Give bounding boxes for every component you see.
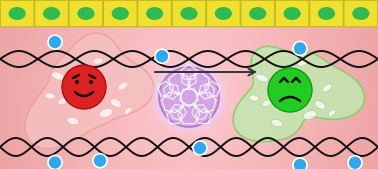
- Circle shape: [48, 35, 62, 49]
- Circle shape: [159, 67, 219, 127]
- FancyBboxPatch shape: [275, 0, 309, 27]
- Ellipse shape: [328, 110, 336, 116]
- Circle shape: [62, 65, 106, 109]
- Ellipse shape: [58, 97, 68, 105]
- Circle shape: [152, 60, 226, 134]
- Circle shape: [93, 154, 107, 168]
- FancyBboxPatch shape: [69, 0, 103, 27]
- Ellipse shape: [52, 72, 64, 80]
- Ellipse shape: [318, 7, 335, 20]
- Ellipse shape: [146, 7, 163, 20]
- Ellipse shape: [314, 101, 325, 109]
- Ellipse shape: [215, 7, 232, 20]
- Ellipse shape: [256, 74, 268, 82]
- Ellipse shape: [77, 7, 94, 20]
- Ellipse shape: [249, 7, 266, 20]
- Circle shape: [48, 155, 62, 169]
- Ellipse shape: [73, 66, 83, 72]
- Ellipse shape: [277, 68, 287, 74]
- Circle shape: [155, 49, 169, 63]
- Ellipse shape: [322, 84, 332, 92]
- Ellipse shape: [303, 111, 317, 119]
- FancyBboxPatch shape: [344, 0, 378, 27]
- Ellipse shape: [112, 7, 129, 20]
- Circle shape: [293, 158, 307, 169]
- Ellipse shape: [297, 60, 307, 66]
- Circle shape: [89, 80, 93, 84]
- Ellipse shape: [9, 7, 26, 20]
- Circle shape: [348, 156, 362, 169]
- Ellipse shape: [99, 108, 113, 117]
- FancyBboxPatch shape: [172, 0, 206, 27]
- Ellipse shape: [67, 117, 79, 125]
- Ellipse shape: [284, 7, 301, 20]
- FancyBboxPatch shape: [35, 0, 68, 27]
- Polygon shape: [233, 46, 364, 141]
- Ellipse shape: [118, 82, 128, 90]
- FancyBboxPatch shape: [138, 0, 172, 27]
- FancyBboxPatch shape: [104, 0, 137, 27]
- FancyBboxPatch shape: [206, 0, 240, 27]
- Ellipse shape: [110, 99, 121, 107]
- Circle shape: [75, 80, 79, 84]
- Ellipse shape: [43, 7, 60, 20]
- Circle shape: [193, 141, 207, 155]
- Circle shape: [268, 68, 312, 112]
- Ellipse shape: [93, 58, 103, 64]
- FancyBboxPatch shape: [241, 0, 274, 27]
- Ellipse shape: [249, 95, 259, 101]
- Ellipse shape: [124, 107, 132, 114]
- Ellipse shape: [45, 93, 55, 99]
- FancyBboxPatch shape: [310, 0, 343, 27]
- Ellipse shape: [352, 7, 369, 20]
- FancyBboxPatch shape: [0, 0, 34, 27]
- Ellipse shape: [271, 119, 283, 127]
- Ellipse shape: [180, 7, 198, 20]
- Circle shape: [293, 41, 307, 55]
- Ellipse shape: [262, 99, 272, 107]
- Polygon shape: [25, 33, 154, 149]
